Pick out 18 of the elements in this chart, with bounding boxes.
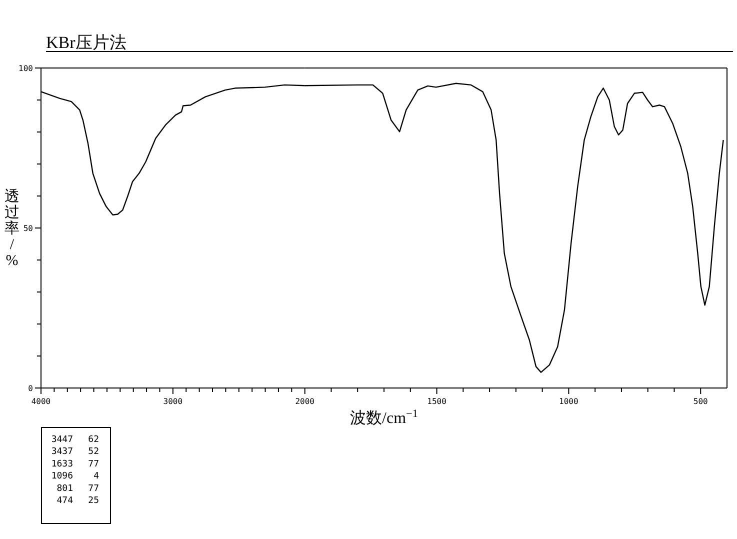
x-tick-label: 500 bbox=[693, 397, 708, 406]
x-tick-label: 2000 bbox=[295, 397, 315, 406]
chart-title: KBr压片法 bbox=[46, 33, 126, 52]
x-tick-label: 3000 bbox=[163, 397, 183, 406]
y-tick-label: 50 bbox=[23, 224, 34, 233]
x-tick-label: 4000 bbox=[31, 397, 51, 406]
x-tick-label: 1500 bbox=[427, 397, 447, 406]
x-tick-label: 1000 bbox=[559, 397, 579, 406]
x-axis-title: 波数/cm$^{−1}$ bbox=[350, 408, 418, 427]
text: 801 77 bbox=[56, 484, 99, 494]
text: 1096 4 bbox=[51, 472, 99, 482]
text: 1633 77 bbox=[51, 459, 99, 470]
text: 3447 62 bbox=[51, 435, 99, 445]
text: 474 25 bbox=[56, 496, 99, 506]
y-axis-title: 透过率/% bbox=[4, 188, 20, 269]
text: 3437 52 bbox=[51, 447, 99, 458]
y-tick-label: 100 bbox=[18, 64, 34, 73]
y-tick-label: 0 bbox=[28, 384, 34, 393]
